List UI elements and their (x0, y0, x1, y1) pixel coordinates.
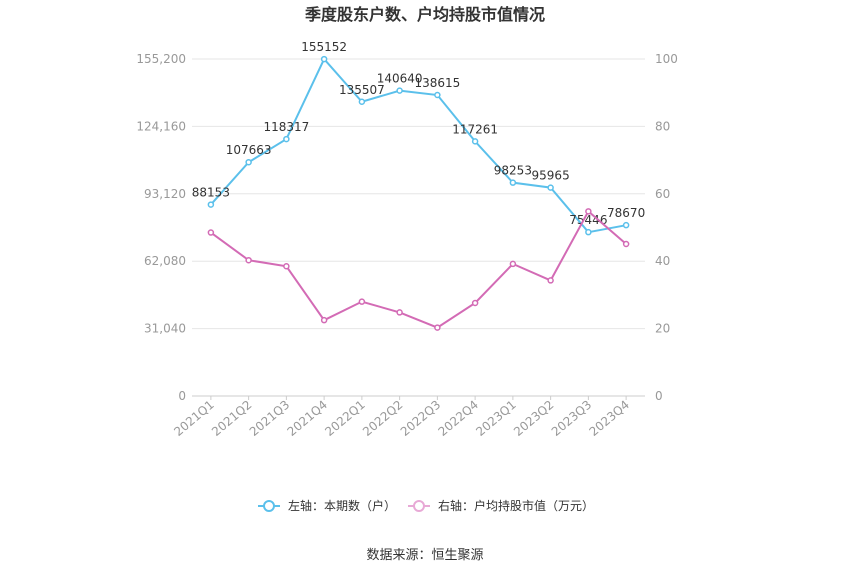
series-layer: 88153 107663 118317 155152 13550714064013861… (192, 40, 645, 331)
data-point-right[interactable] (471, 299, 479, 307)
x-axis-tick-label: 2022Q1 (322, 398, 367, 439)
data-label: 117261 (452, 122, 498, 136)
right-axis-ticks: 0 20 40 60 80 100 (655, 52, 678, 403)
chart-title: 季度股东户数、户均持股市值情况 (304, 5, 545, 24)
right-axis-tick-label: 60 (655, 187, 670, 201)
left-axis-tick-label: 155,200 (136, 52, 186, 66)
grid-lines (192, 58, 645, 397)
data-label: 88153 (192, 186, 230, 200)
data-point-left[interactable] (396, 87, 403, 94)
data-point-right[interactable] (585, 208, 592, 215)
data-label: 107663 (226, 143, 272, 157)
data-point-right[interactable] (396, 309, 403, 316)
right-axis-tick-label: 20 (655, 322, 670, 336)
x-axis-tick-label: 2023Q3 (549, 398, 594, 439)
legend[interactable]: 左轴：本期数（户） 右轴：户均持股市值（万元） (258, 498, 594, 513)
right-axis-tick-label: 80 (655, 119, 670, 133)
data-label: 138615 (414, 76, 460, 90)
data-source: 数据来源：恒生聚源 (366, 548, 483, 563)
series-line-right (210, 209, 627, 329)
data-point-left[interactable] (358, 98, 366, 106)
data-label: 98253 (494, 164, 532, 178)
right-axis-tick-label: 0 (655, 389, 663, 403)
legend-label-right: 右轴：户均持股市值（万元） (438, 498, 594, 513)
data-point-right[interactable] (283, 263, 290, 270)
left-axis-ticks: 0 31,040 62,080 93,120 124,160 155,200 (136, 52, 186, 403)
data-point-right[interactable] (622, 240, 630, 248)
x-axis-tick-label: 2021Q4 (285, 398, 330, 439)
left-axis-tick-label: 31,040 (144, 322, 186, 336)
data-point-right[interactable] (207, 229, 215, 236)
data-label: 95965 (532, 169, 570, 183)
x-axis-tick-label: 2022Q3 (398, 398, 443, 439)
x-axis-tick-label: 2023Q1 (473, 398, 518, 439)
series-line-left (210, 57, 627, 234)
right-axis-tick-label: 40 (655, 254, 670, 268)
data-point-left[interactable] (547, 184, 554, 191)
data-point-left[interactable] (434, 91, 441, 99)
x-axis-tick-label: 2021Q2 (209, 398, 254, 439)
data-label: 118317 (263, 120, 309, 134)
data-point-right[interactable] (358, 298, 366, 305)
data-label: 155152 (301, 40, 347, 54)
x-axis-tick-label: 2022Q4 (436, 398, 481, 439)
data-label: 135507 (339, 83, 385, 97)
left-axis-tick-label: 124,160 (136, 119, 186, 133)
legend-marker-left (263, 500, 275, 512)
data-point-left[interactable] (585, 228, 592, 236)
data-point-right[interactable] (320, 316, 328, 324)
legend-item-left[interactable]: 左轴：本期数（户） (258, 498, 396, 513)
left-axis-tick-label: 93,120 (144, 187, 186, 201)
data-label: 140640 (377, 72, 423, 86)
legend-item-right[interactable]: 右轴：户均持股市值（万元） (408, 498, 594, 513)
data-point-right[interactable] (434, 324, 441, 331)
data-label: 78670 (607, 206, 645, 220)
x-axis-tick-label: 2022Q2 (360, 398, 405, 439)
data-point-left[interactable] (283, 135, 290, 143)
x-axis-tick-label: 2021Q1 (171, 398, 216, 439)
x-axis-tick-label: 2023Q4 (587, 398, 632, 439)
legend-label-left: 左轴：本期数（户） (288, 498, 396, 513)
x-axis-tick-label: 2021Q3 (247, 398, 292, 439)
data-point-left[interactable] (245, 158, 252, 166)
legend-marker-right (413, 500, 425, 512)
data-point-right[interactable] (245, 256, 252, 264)
data-point-left[interactable] (207, 201, 215, 208)
data-point-left[interactable] (471, 138, 479, 145)
right-axis-tick-label: 100 (655, 52, 678, 66)
data-label: 75446 (569, 213, 607, 227)
data-point-right[interactable] (547, 277, 554, 284)
data-point-left[interactable] (320, 55, 328, 63)
x-axis-ticks: 2021Q12021Q22021Q32021Q42022Q12022Q22022… (171, 396, 632, 439)
left-axis-tick-label: 62,080 (144, 254, 186, 268)
x-axis-tick-label: 2023Q2 (511, 398, 556, 439)
data-point-right[interactable] (509, 260, 517, 268)
data-point-left[interactable] (622, 221, 630, 229)
data-point-left[interactable] (509, 179, 517, 186)
left-axis-tick-label: 0 (178, 389, 186, 403)
